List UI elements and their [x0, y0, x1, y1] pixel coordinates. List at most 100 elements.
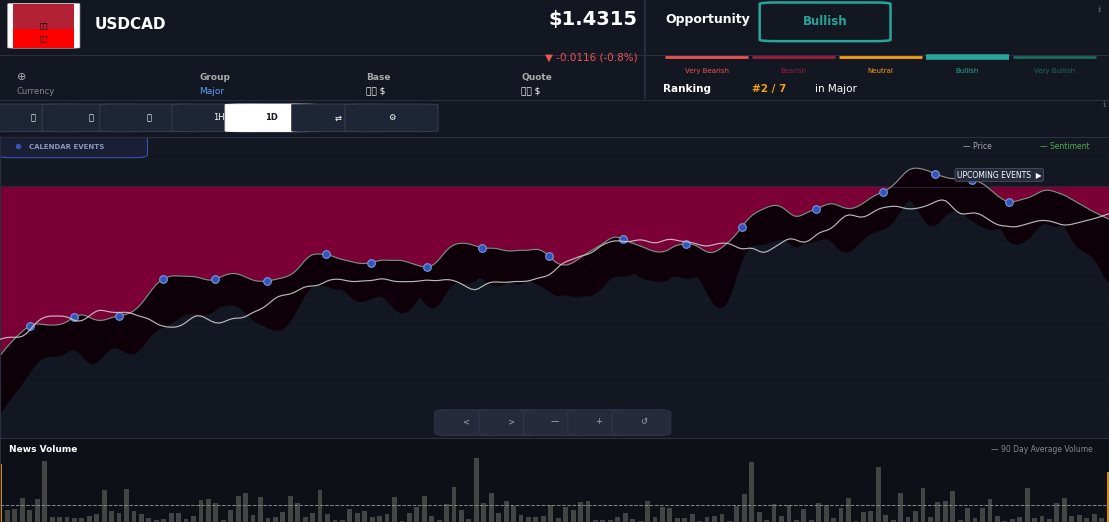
Bar — [399, 521, 405, 522]
Bar — [935, 502, 940, 522]
Bar — [340, 520, 345, 522]
Bar — [281, 512, 285, 522]
Bar — [1039, 516, 1045, 522]
Bar — [1055, 503, 1059, 522]
Bar — [690, 514, 694, 522]
Bar — [303, 517, 307, 522]
Bar — [12, 509, 18, 522]
Text: $1.4315: $1.4315 — [549, 10, 638, 29]
Bar — [920, 488, 925, 522]
Bar — [191, 516, 196, 522]
Bar — [393, 497, 397, 522]
Bar — [675, 517, 680, 522]
Bar — [756, 512, 762, 522]
Bar — [973, 518, 977, 522]
FancyBboxPatch shape — [225, 104, 318, 132]
Bar — [1107, 472, 1109, 522]
Bar — [623, 513, 628, 522]
Text: Group: Group — [200, 73, 231, 82]
Text: UPCOMING EVENTS  ▶: UPCOMING EVENTS ▶ — [957, 171, 1041, 180]
Bar — [608, 520, 613, 522]
Bar — [288, 496, 293, 522]
Text: ↺: ↺ — [640, 418, 647, 426]
Bar — [184, 519, 189, 522]
Text: Base: Base — [366, 73, 390, 82]
Bar — [571, 510, 576, 522]
Bar — [228, 509, 233, 522]
Bar — [317, 490, 323, 522]
Bar — [6, 509, 10, 522]
Bar — [58, 517, 62, 522]
Bar — [1025, 488, 1029, 522]
Bar — [838, 508, 844, 522]
Bar — [780, 516, 784, 522]
Text: 1D: 1D — [265, 113, 278, 122]
Bar — [728, 521, 732, 522]
Text: Currency: Currency — [17, 87, 54, 96]
Bar — [94, 514, 99, 522]
Text: ⚙: ⚙ — [388, 113, 395, 122]
Text: —: — — [550, 418, 559, 426]
Bar — [563, 506, 568, 522]
Bar — [213, 503, 218, 522]
Bar — [467, 519, 471, 522]
FancyBboxPatch shape — [8, 4, 80, 48]
Bar — [519, 515, 523, 522]
Bar — [742, 494, 746, 522]
Bar — [265, 518, 271, 522]
Bar — [0, 464, 2, 522]
Bar — [13, 29, 74, 48]
Bar — [325, 514, 329, 522]
Bar — [333, 520, 337, 522]
Text: — 90 Day Average Volume: — 90 Day Average Volume — [990, 445, 1092, 454]
Bar — [883, 515, 888, 522]
Bar — [474, 458, 479, 522]
Text: ℹ: ℹ — [1102, 100, 1106, 109]
Text: 1H: 1H — [213, 113, 224, 122]
Text: Very Bullish: Very Bullish — [1034, 68, 1075, 75]
Bar — [489, 493, 494, 522]
Bar — [132, 511, 136, 522]
Bar — [943, 501, 948, 522]
Bar — [794, 520, 798, 522]
FancyBboxPatch shape — [479, 410, 538, 435]
Text: Ranking: Ranking — [663, 84, 711, 94]
Text: Very Bearish: Very Bearish — [684, 68, 729, 75]
Bar — [891, 520, 896, 522]
Bar — [854, 521, 858, 522]
Bar — [1069, 516, 1075, 522]
Bar — [80, 518, 84, 522]
Bar — [236, 496, 241, 522]
Bar — [750, 462, 754, 522]
Bar — [20, 498, 24, 522]
FancyBboxPatch shape — [612, 410, 671, 435]
Bar — [1077, 515, 1081, 522]
Text: Major: Major — [200, 87, 225, 96]
Bar — [1017, 517, 1022, 522]
Bar — [593, 519, 598, 522]
Text: Quote: Quote — [521, 73, 552, 82]
Bar — [808, 520, 814, 522]
FancyBboxPatch shape — [0, 136, 147, 158]
Bar — [987, 499, 993, 522]
FancyBboxPatch shape — [292, 104, 385, 132]
FancyBboxPatch shape — [435, 410, 494, 435]
Bar — [630, 519, 635, 522]
Text: ⇄: ⇄ — [335, 113, 342, 122]
Bar — [846, 498, 851, 522]
Bar — [586, 501, 590, 522]
Bar — [377, 516, 381, 522]
Bar — [421, 496, 427, 522]
Text: ▼ -0.0116 (-0.8%): ▼ -0.0116 (-0.8%) — [545, 53, 638, 63]
Bar — [369, 517, 375, 522]
Bar — [109, 512, 114, 522]
Bar — [578, 502, 583, 522]
FancyBboxPatch shape — [0, 104, 82, 132]
Bar — [87, 516, 92, 522]
Bar — [861, 512, 866, 522]
Text: 💡: 💡 — [89, 113, 93, 122]
Text: — Price: — Price — [963, 141, 991, 151]
Bar — [638, 521, 642, 522]
Text: USDCAD: USDCAD — [94, 17, 165, 32]
Bar — [995, 516, 1000, 522]
